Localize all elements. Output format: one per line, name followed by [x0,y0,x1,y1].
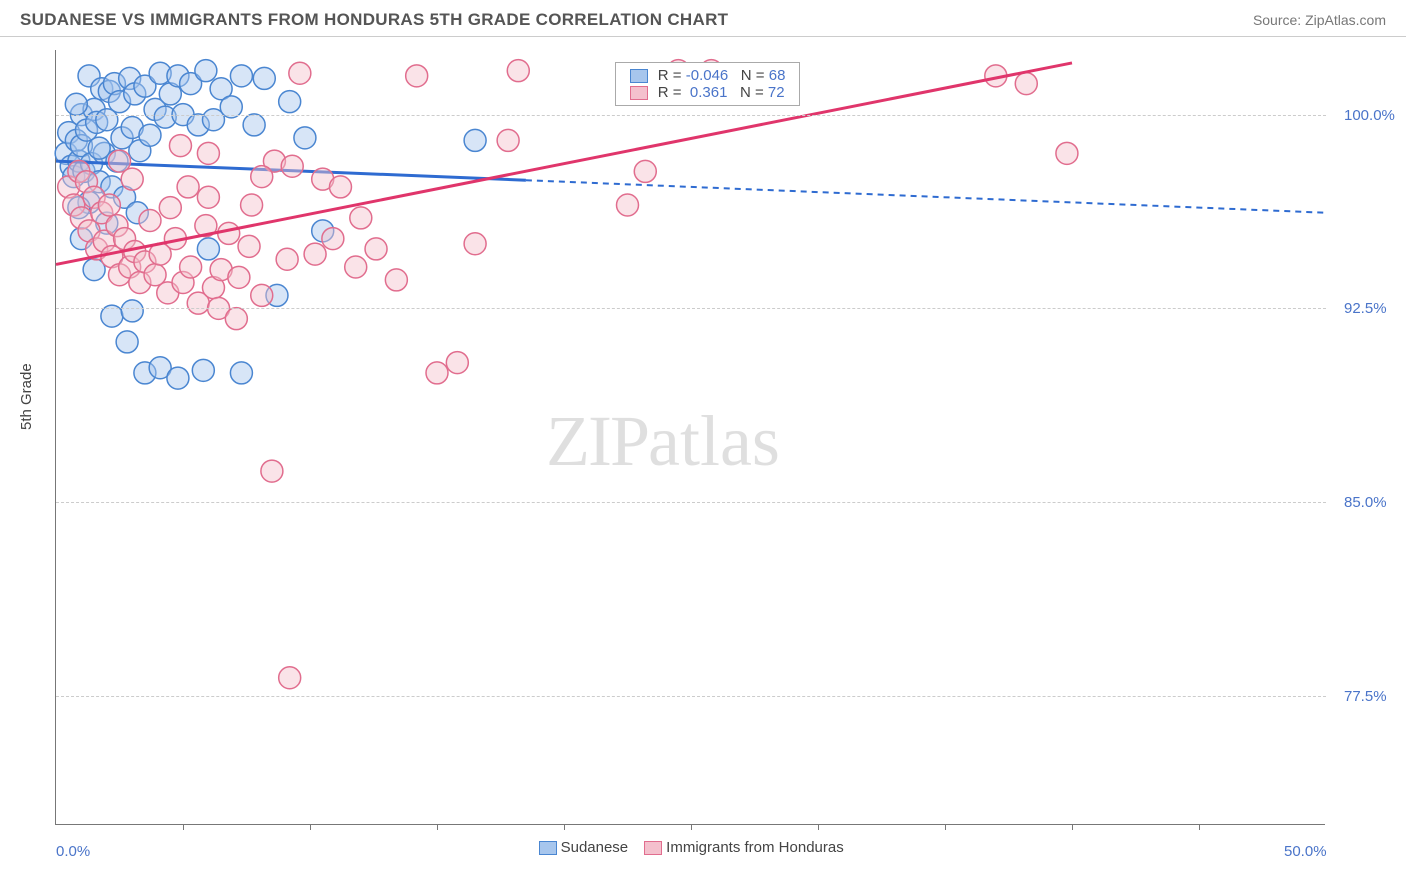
scatter-point [329,176,351,198]
scatter-point [426,362,448,384]
gridline [56,502,1326,503]
scatter-point [253,67,275,89]
scatter-point [464,129,486,151]
scatter-point [180,256,202,278]
scatter-point [446,352,468,374]
plot-svg [56,50,1326,825]
scatter-point [276,248,298,270]
scatter-point [365,238,387,260]
scatter-point [385,269,407,291]
scatter-point [507,60,529,82]
scatter-point [169,135,191,157]
x-tick-label: 0.0% [56,843,90,860]
scatter-point [197,238,219,260]
scatter-point [139,124,161,146]
stats-row: R = 0.361 N = 72 [630,84,786,101]
x-tick [564,824,565,830]
scatter-point [243,114,265,136]
scatter-point [406,65,428,87]
scatter-point [195,60,217,82]
gridline [56,308,1326,309]
scatter-point [322,228,344,250]
x-tick [945,824,946,830]
x-tick [691,824,692,830]
scatter-point [281,155,303,177]
y-axis-label: 5th Grade [18,363,35,430]
legend-label: Sudanese [561,839,629,856]
x-tick [310,824,311,830]
scatter-point [88,137,110,159]
plot-region: ZIPatlas 77.5%85.0%92.5%100.0%0.0%50.0%R… [55,50,1325,825]
source-label: Source: ZipAtlas.com [1253,12,1386,28]
legend-swatch [539,841,557,855]
scatter-point [197,142,219,164]
gridline [56,696,1326,697]
x-tick [818,824,819,830]
scatter-point [197,186,219,208]
scatter-point [251,166,273,188]
scatter-point [279,91,301,113]
stats-text: R = -0.046 N = 68 [658,67,786,84]
scatter-point [167,367,189,389]
trend-line-extrapolated [526,180,1326,213]
scatter-point [634,160,656,182]
scatter-point [98,194,120,216]
scatter-point [228,266,250,288]
scatter-point [304,243,326,265]
legend-item: Sudanese [539,839,629,856]
scatter-point [289,62,311,84]
x-tick-label: 50.0% [1284,843,1327,860]
y-tick-label: 92.5% [1344,300,1387,317]
chart-area: ZIPatlas 77.5%85.0%92.5%100.0%0.0%50.0%R… [55,50,1325,825]
x-tick [437,824,438,830]
y-tick-label: 100.0% [1344,107,1395,124]
scatter-point [139,210,161,232]
stats-row: R = -0.046 N = 68 [630,67,786,84]
scatter-point [121,300,143,322]
y-tick-label: 77.5% [1344,688,1387,705]
stats-box: R = -0.046 N = 68R = 0.361 N = 72 [615,62,801,106]
scatter-point [497,129,519,151]
legend-label: Immigrants from Honduras [666,839,844,856]
scatter-point [345,256,367,278]
legend-item: Immigrants from Honduras [644,839,844,856]
scatter-point [225,308,247,330]
scatter-point [218,222,240,244]
stats-text: R = 0.361 N = 72 [658,84,785,101]
bottom-legend: Sudanese Immigrants from Honduras [539,839,844,856]
scatter-point [279,667,301,689]
scatter-point [294,127,316,149]
scatter-point [617,194,639,216]
chart-title: SUDANESE VS IMMIGRANTS FROM HONDURAS 5TH… [20,10,728,30]
scatter-point [1056,142,1078,164]
y-tick-label: 85.0% [1344,494,1387,511]
scatter-point [261,460,283,482]
scatter-point [464,233,486,255]
scatter-point [192,359,214,381]
scatter-point [65,93,87,115]
legend-swatch [644,841,662,855]
scatter-point [230,65,252,87]
x-tick [1199,824,1200,830]
scatter-point [350,207,372,229]
legend-swatch [630,69,648,83]
scatter-point [159,197,181,219]
scatter-point [230,362,252,384]
scatter-point [109,150,131,172]
legend-swatch [630,86,648,100]
scatter-point [238,235,260,257]
scatter-point [116,331,138,353]
scatter-point [241,194,263,216]
x-tick [1072,824,1073,830]
scatter-point [251,284,273,306]
scatter-point [177,176,199,198]
x-tick [183,824,184,830]
gridline [56,115,1326,116]
scatter-point [1015,73,1037,95]
header: SUDANESE VS IMMIGRANTS FROM HONDURAS 5TH… [0,0,1406,37]
